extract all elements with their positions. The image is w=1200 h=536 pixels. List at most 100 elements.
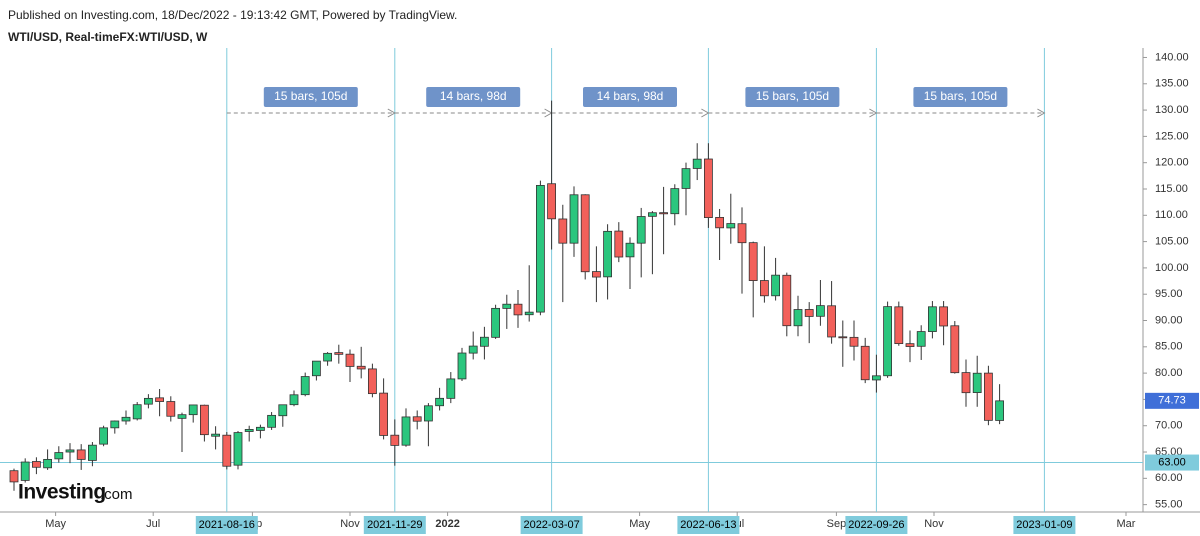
candle-body	[782, 274, 792, 327]
candle-body	[939, 306, 948, 327]
candle-body	[681, 168, 691, 189]
candle-body	[188, 404, 198, 416]
candle-body	[558, 218, 568, 244]
candle-body	[995, 400, 1004, 421]
measure-box	[745, 87, 840, 107]
measure-label: 15 bars, 105d	[274, 89, 347, 103]
y-tick-label: 80.00	[1155, 367, 1183, 379]
candle-body	[32, 461, 41, 468]
candle-body	[121, 416, 131, 422]
candle-body	[267, 414, 277, 428]
candle-body	[849, 336, 859, 347]
x-tick-label: May	[629, 518, 650, 530]
y-tick-label: 140.00	[1155, 51, 1189, 63]
y-tick-label: 130.00	[1155, 104, 1189, 116]
candle-body	[88, 444, 97, 461]
candle-body	[692, 158, 702, 169]
candle-body	[367, 368, 377, 395]
date-tag	[363, 516, 426, 534]
measure-arrowhead	[1037, 108, 1046, 118]
candle-body	[670, 188, 680, 215]
candle-body	[9, 470, 19, 483]
date-tag	[845, 516, 908, 534]
candle-body	[233, 432, 243, 466]
x-tick-label: 2022	[435, 518, 459, 530]
measure-box	[913, 87, 1008, 107]
candle-body	[524, 311, 534, 316]
candle-body	[592, 271, 601, 278]
measure-box	[263, 87, 358, 107]
measure-box	[426, 87, 521, 107]
y-tick-label: 90.00	[1155, 314, 1183, 326]
candle-body	[99, 427, 108, 445]
candle-body	[491, 307, 501, 338]
candle-body	[827, 305, 836, 338]
candle-body	[334, 352, 344, 355]
candle-body	[804, 309, 814, 317]
hline-tag	[1145, 454, 1199, 471]
date-tag	[1013, 516, 1076, 534]
date-tag-label: 2021-11-29	[367, 519, 422, 531]
x-tick-label: May	[45, 518, 66, 530]
x-tick-label: Jul	[146, 518, 160, 530]
date-tag	[677, 516, 740, 534]
candle-body	[625, 242, 635, 258]
y-tick-label: 125.00	[1155, 130, 1189, 142]
x-tick-label: Nov	[924, 518, 944, 530]
candle-body	[659, 212, 668, 215]
candle-body	[894, 306, 904, 345]
candle-body	[569, 194, 579, 244]
y-tick-label: 120.00	[1155, 157, 1189, 169]
candle-body	[278, 404, 288, 417]
candle-body	[872, 375, 881, 381]
candle-body	[323, 352, 333, 362]
candle-body	[905, 343, 915, 347]
y-tick-label: 100.00	[1155, 262, 1189, 274]
candle-body	[603, 230, 612, 278]
candle-body	[110, 420, 120, 429]
candle-body	[648, 212, 657, 217]
candle-body	[255, 426, 265, 431]
candle-body	[715, 216, 724, 229]
candle-body	[311, 360, 321, 377]
hline-tag-label: 63.00	[1158, 456, 1186, 468]
candle-body	[435, 397, 445, 407]
candle-body	[65, 449, 75, 453]
candle-body	[547, 183, 556, 220]
date-tag-label: 2023-01-09	[1016, 519, 1072, 531]
y-tick-label: 70.00	[1155, 420, 1183, 432]
date-tag	[520, 516, 583, 534]
candle-body	[916, 331, 926, 347]
candle-body	[356, 365, 366, 370]
candle-body	[860, 345, 870, 381]
y-tick-label: 135.00	[1155, 78, 1189, 90]
candle-body	[446, 378, 456, 399]
candle-body	[883, 306, 892, 377]
candle-body	[479, 336, 489, 347]
measure-box	[583, 87, 677, 107]
candle-body	[289, 394, 299, 406]
y-tick-label: 85.00	[1155, 341, 1183, 353]
candle-body	[748, 242, 758, 281]
y-tick-label: 115.00	[1155, 183, 1188, 195]
candle-body	[211, 433, 221, 437]
candle-body	[580, 194, 590, 273]
candle-body	[155, 397, 165, 402]
candle-body	[614, 230, 624, 258]
candle-body	[636, 216, 646, 244]
measure-label: 15 bars, 105d	[924, 89, 997, 103]
y-tick-label: 60.00	[1155, 472, 1183, 484]
measure-label: 15 bars, 105d	[756, 89, 829, 103]
measure-label: 14 bars, 98d	[440, 89, 507, 103]
candle-body	[928, 306, 937, 332]
candle-body	[468, 345, 478, 354]
candle-body	[412, 416, 422, 422]
candle-body	[300, 376, 310, 396]
candle-body	[838, 336, 848, 339]
candle-body	[166, 401, 176, 417]
x-tick-label: Mar	[1117, 518, 1136, 530]
candle-body	[760, 280, 769, 297]
y-tick-label: 110.00	[1155, 209, 1188, 221]
